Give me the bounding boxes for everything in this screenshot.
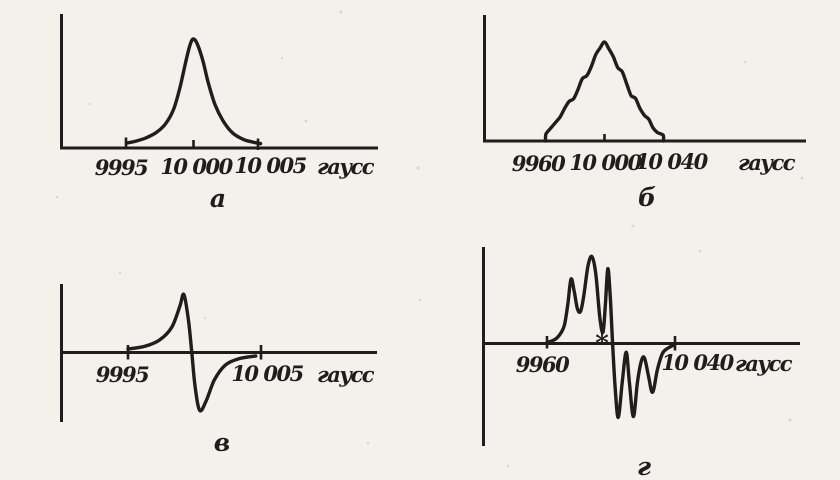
panel-letter: а (210, 184, 226, 213)
panel-g: * 9960 10 040 гаусс г (482, 247, 800, 480)
unit-label: гаусс (735, 351, 793, 376)
tick-label: 10 000 (569, 150, 642, 175)
unit-label: гаусс (317, 154, 375, 179)
panel-letter: б (638, 183, 656, 212)
tick-label: 10 000 (160, 154, 233, 179)
tick-label: 10 040 (661, 350, 734, 375)
tick-label: 10 005 (231, 361, 303, 386)
panel-b: 9960 10 000 10 040 гаусс б (483, 15, 806, 212)
tick-label: 9960 (516, 352, 570, 377)
asterisk-axis-marker: * (595, 329, 609, 359)
tick-label: 9960 (512, 151, 566, 176)
tick-label: 10 005 (234, 153, 306, 178)
broad-absorption-line-curve (543, 40, 666, 143)
tick-label: 9995 (95, 155, 148, 180)
unit-label: гаусс (738, 150, 796, 175)
panel-v: 9995 10 005 гаусс в (60, 284, 377, 457)
panel-letter: г (637, 452, 651, 480)
derivative-structured-curve (545, 254, 676, 420)
unit-label: гаусс (317, 362, 375, 387)
panel-a: 9995 10 000 10 005 гаусс а (60, 14, 378, 213)
derivative-line-curve (126, 292, 258, 413)
scan-noise (55, 10, 804, 468)
absorption-line-curve (124, 37, 263, 146)
panel-letter: в (214, 428, 230, 457)
tick-label: 10 040 (635, 149, 708, 174)
tick-label: 9995 (96, 362, 149, 387)
